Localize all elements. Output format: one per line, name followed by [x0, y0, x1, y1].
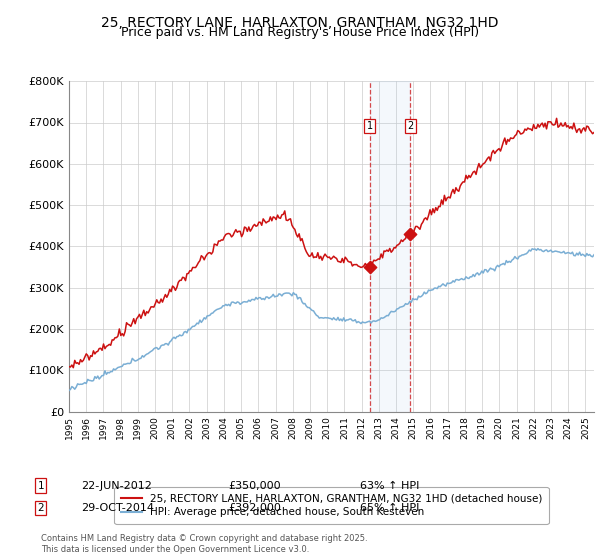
Text: £350,000: £350,000	[228, 480, 281, 491]
Text: Contains HM Land Registry data © Crown copyright and database right 2025.
This d: Contains HM Land Registry data © Crown c…	[41, 534, 367, 554]
Text: 65% ↑ HPI: 65% ↑ HPI	[360, 503, 419, 513]
Text: 22-JUN-2012: 22-JUN-2012	[81, 480, 152, 491]
Text: 1: 1	[37, 480, 44, 491]
Point	[406, 230, 415, 239]
Text: 1: 1	[367, 121, 373, 131]
Text: 2: 2	[37, 503, 44, 513]
Legend: 25, RECTORY LANE, HARLAXTON, GRANTHAM, NG32 1HD (detached house), HPI: Average p: 25, RECTORY LANE, HARLAXTON, GRANTHAM, N…	[115, 487, 548, 524]
Text: 25, RECTORY LANE, HARLAXTON, GRANTHAM, NG32 1HD: 25, RECTORY LANE, HARLAXTON, GRANTHAM, N…	[101, 16, 499, 30]
Text: £392,000: £392,000	[228, 503, 281, 513]
Text: 63% ↑ HPI: 63% ↑ HPI	[360, 480, 419, 491]
Point	[365, 263, 374, 272]
Text: Price paid vs. HM Land Registry's House Price Index (HPI): Price paid vs. HM Land Registry's House …	[121, 26, 479, 39]
Text: 29-OCT-2014: 29-OCT-2014	[81, 503, 154, 513]
Text: 2: 2	[407, 121, 413, 131]
Bar	[370, 81, 410, 412]
